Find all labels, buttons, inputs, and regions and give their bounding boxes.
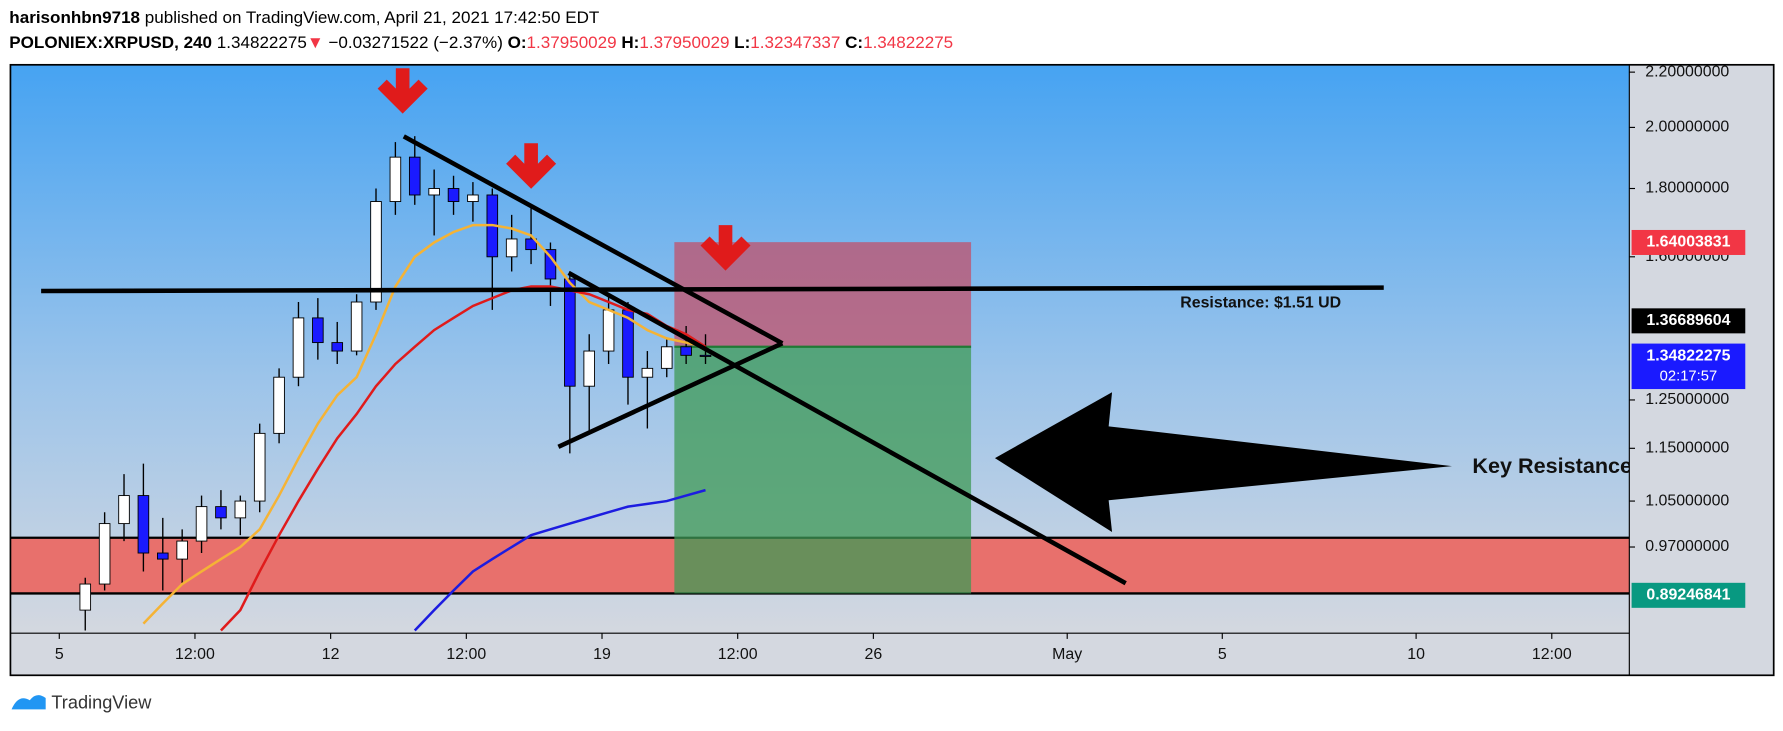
candle-body	[215, 506, 227, 519]
down-arrow: ▼	[307, 33, 324, 52]
candle-body	[312, 317, 324, 344]
trend-line	[567, 270, 1127, 586]
symbol-line: POLONIEX:XRPUSD, 240 1.34822275▼ −0.0327…	[9, 33, 953, 52]
candle-body	[273, 376, 285, 434]
candle-body	[641, 367, 654, 378]
l: 1.32347337	[750, 33, 840, 52]
candle-body	[602, 309, 615, 352]
candle-body	[176, 540, 188, 560]
red-arrows	[377, 68, 751, 271]
price-label: 1.34822275	[1646, 347, 1730, 364]
red-arrow	[700, 225, 751, 271]
y-tick-label: 2.00000000	[1645, 119, 1729, 136]
drawings: Resistance: $1.51 UD Key Resistance	[41, 68, 1632, 586]
y-tick-label: 1.80000000	[1645, 180, 1729, 197]
trend-line	[402, 134, 784, 346]
published: published on TradingView.com, April 21, …	[145, 8, 600, 27]
candle-body	[525, 238, 537, 251]
candle-body	[137, 495, 150, 554]
change: −0.03271522 (−2.37%)	[328, 33, 502, 52]
x-tick-label: 26	[865, 646, 883, 663]
x-tick-label: 5	[55, 646, 64, 663]
candle-body	[505, 238, 518, 258]
y-tick-label: 1.05000000	[1645, 492, 1729, 509]
c: 1.34822275	[863, 33, 953, 52]
x-tick-label: 12	[322, 646, 340, 663]
price-label: 1.36689604	[1646, 312, 1730, 329]
x-tick-label: 19	[593, 646, 611, 663]
countdown: 02:17:57	[1660, 368, 1717, 384]
resistance-line	[41, 285, 1384, 294]
annotation: Key Resistance	[1472, 453, 1632, 478]
price-label: 0.89246841	[1646, 587, 1730, 604]
l-label: L:	[734, 33, 750, 52]
candle-body	[234, 500, 247, 519]
candle-body	[79, 583, 92, 611]
candle-body	[680, 346, 692, 356]
h-label: H:	[621, 33, 639, 52]
x-tick-label: 5	[1218, 646, 1227, 663]
moving-average	[413, 488, 706, 632]
red-arrow	[506, 143, 557, 189]
x-tick-label: 12:00	[718, 646, 758, 663]
annotation: Resistance: $1.51 UD	[1180, 295, 1341, 312]
series-layer	[79, 136, 712, 632]
y-tick-label: 0.97000000	[1645, 538, 1729, 555]
c-label: C:	[845, 33, 863, 52]
price-label-box	[1631, 229, 1746, 255]
y-tick-label: 1.25000000	[1645, 391, 1729, 408]
candle-body	[350, 301, 363, 352]
candle-body	[408, 156, 421, 196]
candle-body	[195, 506, 208, 542]
h: 1.37950029	[639, 33, 729, 52]
logo	[11, 695, 46, 710]
price-label-box	[1631, 343, 1746, 390]
candle-body	[389, 156, 402, 202]
y-tick-label: 1.15000000	[1645, 440, 1729, 457]
price-label: 1.64003831	[1646, 234, 1730, 251]
candle-body	[428, 188, 440, 196]
price-label-box	[1631, 582, 1746, 608]
symbol: POLONIEX:XRPUSD, 240	[9, 33, 212, 52]
candle-body	[564, 278, 576, 387]
frame	[9, 63, 1775, 677]
y-tick-label: 2.20000000	[1645, 63, 1729, 80]
price-label-box	[1631, 308, 1746, 334]
candle-body	[370, 201, 382, 303]
candle-body	[583, 350, 596, 387]
moving-average	[142, 223, 706, 625]
red-arrow	[377, 68, 428, 114]
x-tick-label: 12:00	[446, 646, 486, 663]
brand: TradingView	[51, 693, 152, 713]
o-label: O:	[508, 33, 527, 52]
candle-body	[331, 342, 344, 352]
user: harisonhbn9718	[9, 8, 140, 27]
x-axis-strip	[10, 633, 1630, 676]
moving-average	[220, 285, 707, 632]
candle-body	[292, 317, 305, 378]
axes: 2.200000002.000000001.800000001.60000000…	[55, 63, 1746, 663]
candle-body	[447, 188, 460, 202]
x-tick-label: 12:00	[175, 646, 215, 663]
candle-body	[118, 495, 130, 525]
big-arrow	[994, 392, 1452, 533]
candle-body	[157, 552, 169, 560]
header-line: harisonhbn9718 published on TradingView.…	[9, 8, 600, 27]
candle-body	[660, 346, 673, 369]
last: 1.34822275	[217, 33, 307, 52]
x-tick-label: May	[1052, 646, 1082, 663]
candle-body	[467, 194, 479, 202]
o: 1.37950029	[527, 33, 617, 52]
candle-body	[98, 523, 111, 585]
candle-body	[699, 354, 712, 357]
candle-body	[253, 432, 266, 502]
brand-logo	[11, 695, 46, 710]
x-tick-label: 10	[1407, 646, 1425, 663]
x-tick-label: 12:00	[1532, 646, 1572, 663]
trend-line	[557, 341, 784, 449]
